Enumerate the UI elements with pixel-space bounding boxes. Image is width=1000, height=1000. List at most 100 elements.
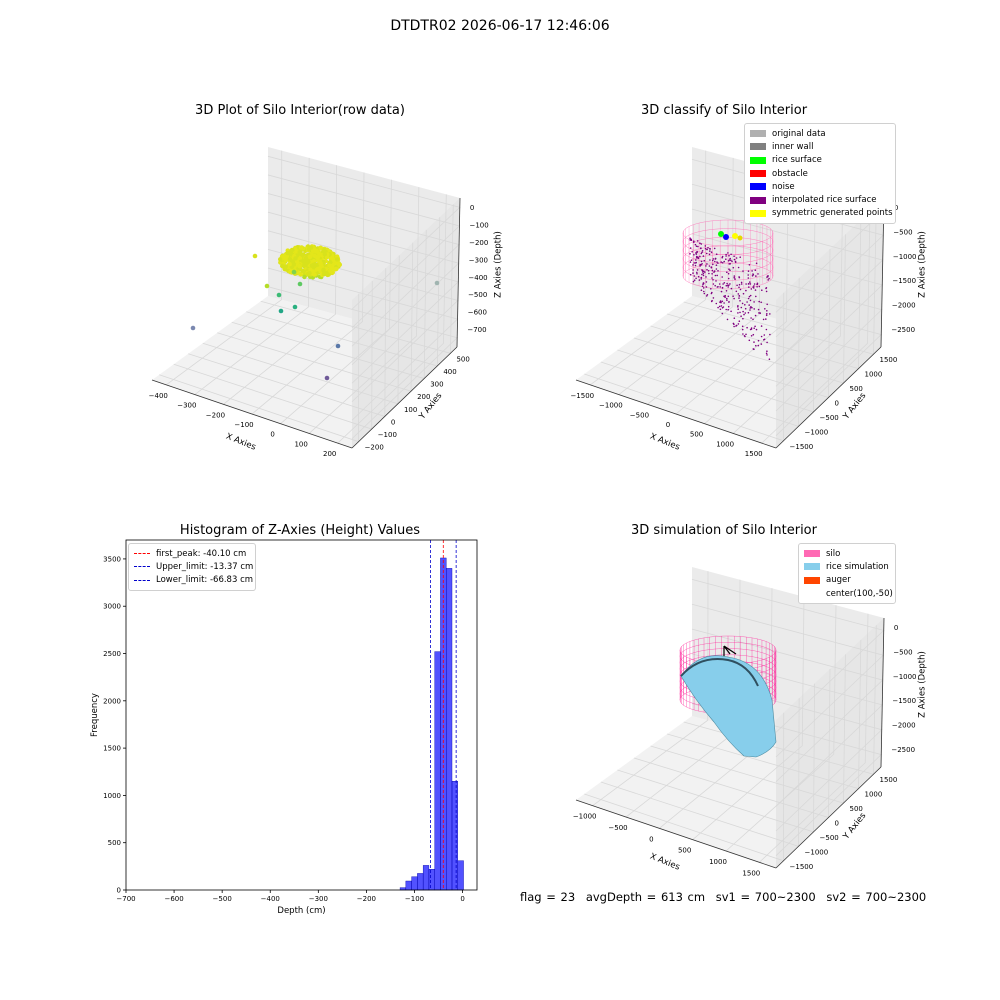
purple-point xyxy=(706,248,708,251)
z-tick-label: −2000 xyxy=(892,722,916,730)
grid-line xyxy=(618,157,734,395)
purple-point xyxy=(735,257,738,259)
purple-point xyxy=(699,265,701,267)
z-tick-label: −300 xyxy=(469,256,488,264)
purple-point xyxy=(742,310,744,313)
purple-point xyxy=(752,333,755,336)
purple-point xyxy=(702,274,705,277)
data-point xyxy=(309,263,315,268)
purple-point xyxy=(721,276,723,278)
legend-swatch xyxy=(804,576,820,584)
grid-line xyxy=(725,605,837,852)
grid-line xyxy=(592,571,709,806)
data-point xyxy=(290,247,295,253)
purple-point xyxy=(767,279,769,281)
grid-line xyxy=(704,179,816,425)
purple-point xyxy=(765,290,768,293)
y-tick-label: 1500 xyxy=(103,745,121,753)
purple-point xyxy=(747,297,750,300)
legend-label: interpolated rice surface xyxy=(772,195,877,206)
purple-point xyxy=(739,300,741,302)
purple-point xyxy=(690,259,693,262)
purple-point xyxy=(700,278,702,280)
purple-point xyxy=(725,290,728,292)
legend-label: rice surface xyxy=(772,155,822,166)
data-point xyxy=(325,272,330,278)
purple-point xyxy=(753,285,755,287)
data-point xyxy=(283,264,289,269)
y-axis-label: Y Axies xyxy=(841,391,869,423)
purple-point xyxy=(711,273,713,275)
histogram-legend-item: Lower_limit: -66.83 cm xyxy=(134,574,253,587)
purple-point xyxy=(704,245,707,247)
purple-point xyxy=(718,305,721,308)
purple-point xyxy=(725,253,727,256)
purple-point xyxy=(721,286,724,289)
legend-swatch xyxy=(750,143,766,151)
purple-point xyxy=(742,333,744,335)
purple-point xyxy=(734,261,737,264)
data-point xyxy=(287,262,292,267)
x-tick-label: 0 xyxy=(666,421,670,429)
purple-point xyxy=(765,318,767,320)
purple-point xyxy=(701,251,703,254)
purple-point xyxy=(696,271,698,274)
x-tick-label: 200 xyxy=(323,450,336,458)
classify-legend-item: rice surface xyxy=(750,154,890,167)
purple-point xyxy=(738,320,741,323)
classify-legend-item: inner wall xyxy=(750,140,890,153)
legend-label: Upper_limit: -13.37 cm xyxy=(156,561,254,572)
x-tick-label: 1500 xyxy=(742,869,760,877)
purple-point xyxy=(762,318,765,321)
purple-point xyxy=(701,285,704,288)
y-tick-label: 1000 xyxy=(865,791,883,799)
data-point xyxy=(321,247,327,252)
outlier-point xyxy=(252,253,258,259)
purple-point xyxy=(732,295,734,298)
purple-point xyxy=(713,247,716,250)
purple-point xyxy=(727,286,729,288)
stats-footer: flag = 23 avgDepth = 613 cm sv1 = 700~23… xyxy=(520,890,932,904)
purple-point xyxy=(766,350,768,353)
purple-point xyxy=(727,252,729,254)
classify-legend-item: original data xyxy=(750,127,890,140)
z-tick-label: 0 xyxy=(894,204,898,212)
purple-point xyxy=(694,262,697,264)
purple-point xyxy=(712,283,715,285)
purple-point xyxy=(720,305,723,307)
purple-point xyxy=(721,300,724,303)
purple-point xyxy=(754,289,757,291)
purple-point xyxy=(753,341,755,343)
purple-point xyxy=(750,327,753,329)
purple-point xyxy=(766,354,768,356)
purple-point xyxy=(701,269,704,272)
x-axis-label: Depth (cm) xyxy=(277,906,325,916)
purple-point xyxy=(696,255,698,258)
purple-point xyxy=(707,270,710,272)
grid-line xyxy=(761,194,871,444)
purple-point xyxy=(758,300,760,303)
purple-point xyxy=(733,255,735,257)
purple-point xyxy=(749,307,752,309)
purple-point xyxy=(745,289,747,292)
purple-point xyxy=(727,295,730,298)
purple-point xyxy=(766,341,768,344)
data-point xyxy=(297,264,302,269)
purple-point xyxy=(747,311,750,314)
data-point xyxy=(305,258,310,264)
histogram-bar xyxy=(428,868,435,891)
purple-point xyxy=(706,263,708,265)
purple-point xyxy=(705,281,708,283)
purple-point xyxy=(760,335,763,338)
purple-point xyxy=(766,313,768,315)
purple-point xyxy=(733,297,735,300)
purple-point xyxy=(720,290,723,293)
purple-point xyxy=(727,308,729,311)
purple-point xyxy=(689,273,692,276)
purple-point xyxy=(760,343,763,345)
purple-point xyxy=(767,275,769,277)
purple-point xyxy=(709,259,711,261)
purple-point xyxy=(710,251,713,253)
data-point xyxy=(317,259,322,264)
purple-point xyxy=(726,297,728,300)
